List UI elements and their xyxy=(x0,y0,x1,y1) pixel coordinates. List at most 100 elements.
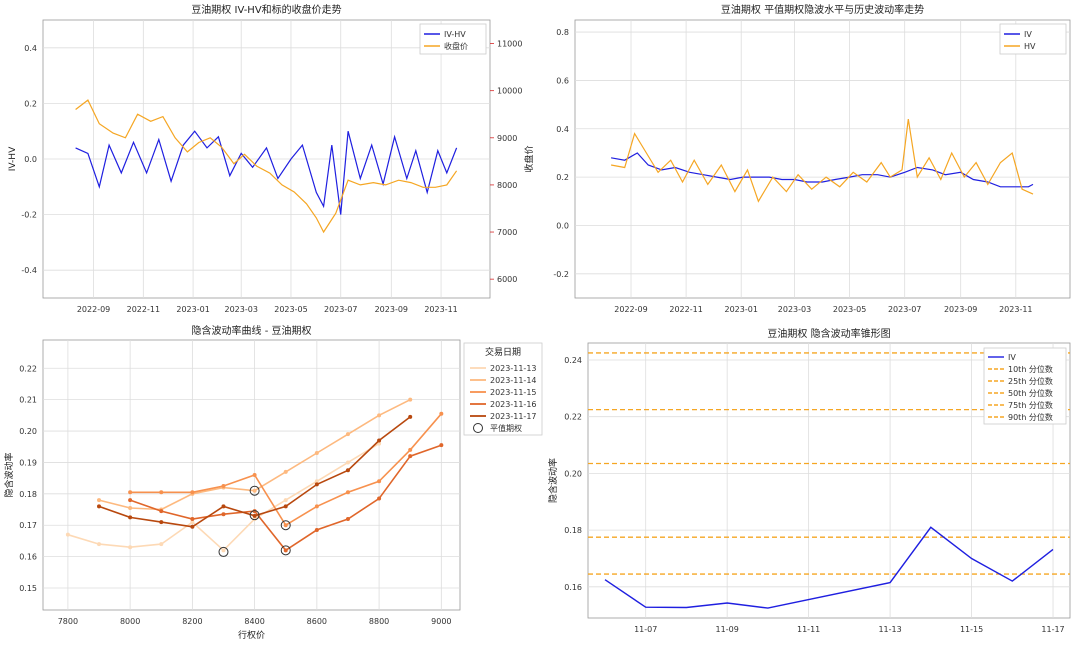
y-tick-label: 0.4 xyxy=(556,125,569,134)
x-tick-label: 2023-05 xyxy=(274,305,307,314)
smile-point xyxy=(159,490,164,495)
y-tick-label: 0.20 xyxy=(564,469,582,478)
smile-point xyxy=(221,504,226,509)
y-tick-label: 0.15 xyxy=(19,584,37,593)
smile-point xyxy=(128,505,133,510)
x-tick-label: 2022-09 xyxy=(77,305,110,314)
panel-ivhv-close: 豆油期权 IV-HV和标的收盘价走势 2022-09 2022-11 2023-01 2… xyxy=(8,3,535,314)
x-tick-label: 2022-09 xyxy=(614,305,647,314)
smile-point xyxy=(377,441,382,446)
y-tick-label: 0.4 xyxy=(24,44,37,53)
y-tick-label: 0.18 xyxy=(564,526,582,535)
legend-label: 90th 分位数 xyxy=(1008,412,1053,422)
x-tick-label: 8600 xyxy=(307,617,327,626)
legend-box xyxy=(419,23,487,55)
y-right-tick-label: 7000 xyxy=(497,228,517,237)
smile-point xyxy=(345,468,350,473)
chart-title: 隐含波动率曲线 - 豆油期权 xyxy=(192,324,312,337)
smile-point xyxy=(377,479,382,484)
legend-label: 平值期权 xyxy=(490,423,522,433)
smile-point xyxy=(314,527,319,532)
y-tick-label: 0.24 xyxy=(564,356,582,365)
x-tick-label: 8400 xyxy=(244,617,264,626)
x-tick-label: 2023-09 xyxy=(375,305,408,314)
x-tick-label: 11-09 xyxy=(716,625,739,634)
smile-point xyxy=(283,469,288,474)
panel-iv-hv: 豆油期权 平值期权隐波水平与历史波动率走势 2022-09 2022-11 2023-… xyxy=(553,3,1071,314)
smile-point xyxy=(221,483,226,488)
atm-marker xyxy=(218,546,229,557)
x-tick-label: 8800 xyxy=(369,617,389,626)
y-tick-label: 0.22 xyxy=(19,364,37,373)
atm-marker xyxy=(280,545,291,556)
smile-point xyxy=(408,414,413,419)
smile-point xyxy=(314,482,319,487)
y-tick-label: 0.19 xyxy=(19,458,37,467)
series-line-secondary xyxy=(75,99,458,234)
chart-title: 豆油期权 IV-HV和标的收盘价走势 xyxy=(191,3,341,16)
smile-point xyxy=(345,460,350,465)
legend-label: IV-HV xyxy=(444,30,466,39)
plot-frame xyxy=(574,19,1071,299)
x-tick-label: 2023-03 xyxy=(224,305,257,314)
smile-point xyxy=(283,498,288,503)
smile-point xyxy=(345,490,350,495)
x-tick-label: 9000 xyxy=(431,617,451,626)
smile-point xyxy=(221,548,226,553)
smile-point xyxy=(377,413,382,418)
y-right-tick-label: 6000 xyxy=(497,275,517,284)
y-right-tick-label: 8000 xyxy=(497,181,517,190)
smile-point xyxy=(221,512,226,517)
smile-point xyxy=(283,523,288,528)
smile-point xyxy=(128,498,133,503)
y-tick-label: 0.0 xyxy=(556,221,569,230)
legend-swatch xyxy=(473,423,483,433)
smile-point xyxy=(97,498,102,503)
series-line-secondary xyxy=(610,119,1034,203)
legend-label: HV xyxy=(1024,42,1036,51)
x-tick-label: 8200 xyxy=(182,617,202,626)
legend-label: IV xyxy=(1024,30,1032,39)
legend-box xyxy=(999,23,1067,55)
x-tick-label: 11-07 xyxy=(634,625,657,634)
smile-point xyxy=(128,515,133,520)
y-tick-label: -0.2 xyxy=(21,211,37,220)
legend-label: 收盘价 xyxy=(444,41,468,51)
smile-point xyxy=(377,438,382,443)
legend-label: 25th 分位数 xyxy=(1008,376,1053,386)
smile-point xyxy=(97,504,102,509)
x-tick-label: 11-17 xyxy=(1041,625,1064,634)
smile-point xyxy=(408,454,413,459)
y-tick-label: 0.20 xyxy=(19,427,37,436)
iv-line xyxy=(604,526,1054,609)
x-tick-label: 2023-01 xyxy=(724,305,757,314)
x-tick-label: 2022-11 xyxy=(127,305,160,314)
y-tick-label: -0.2 xyxy=(553,270,569,279)
smile-point xyxy=(408,397,413,402)
legend-label: 2023-11-16 xyxy=(490,400,537,409)
smile-point xyxy=(65,532,70,537)
legend-label: 10th 分位数 xyxy=(1008,364,1053,374)
smile-point xyxy=(345,432,350,437)
x-tick-label: 2023-11 xyxy=(424,305,457,314)
panel-iv-cone: 豆油期权 隐含波动率锥形图 11-07 11-09 11-11 11-13 11-15 11… xyxy=(547,327,1071,634)
plot-frame xyxy=(42,339,461,611)
smile-point xyxy=(345,516,350,521)
legend-label: 2023-11-13 xyxy=(490,364,537,373)
chart-title: 豆油期权 平值期权隐波水平与历史波动率走势 xyxy=(721,3,924,16)
x-tick-label: 2023-05 xyxy=(833,305,866,314)
legend-label: IV xyxy=(1008,353,1016,362)
series-line-primary xyxy=(75,130,458,215)
smile-point xyxy=(314,504,319,509)
x-tick-label: 11-13 xyxy=(878,625,901,634)
x-axis-label: 行权价 xyxy=(238,629,265,641)
x-tick-label: 11-15 xyxy=(960,625,983,634)
y-tick-label: 0.21 xyxy=(19,396,37,405)
smile-point xyxy=(159,542,164,547)
y-axis-label: 隐含波动率 xyxy=(547,458,559,503)
legend-box xyxy=(983,347,1067,425)
y-right-axis-label: 收盘价 xyxy=(523,145,535,172)
smile-point xyxy=(314,451,319,456)
atm-marker xyxy=(280,520,291,531)
